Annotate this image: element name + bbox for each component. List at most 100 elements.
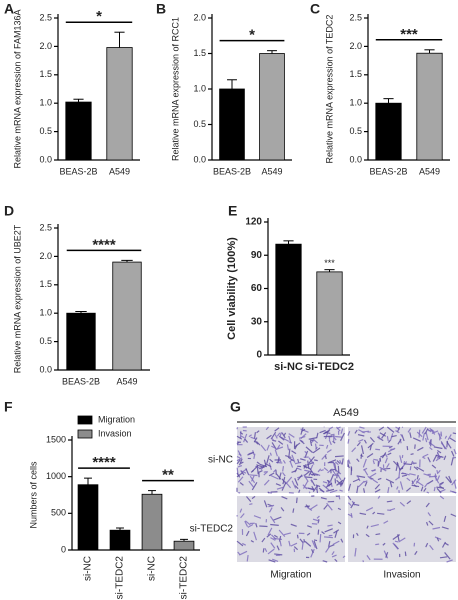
cell	[291, 454, 296, 463]
cell	[267, 527, 273, 536]
y-tick-label: 0.5	[349, 126, 362, 136]
cell	[332, 440, 336, 444]
cell	[322, 484, 330, 491]
cell	[270, 523, 279, 526]
cell	[356, 485, 359, 494]
cell	[328, 541, 331, 547]
cell	[409, 466, 412, 471]
cell	[270, 537, 276, 541]
y-tick-label: 0	[61, 544, 66, 554]
cell	[399, 455, 403, 463]
bar	[66, 312, 96, 371]
cell	[352, 478, 360, 483]
cell	[366, 555, 371, 561]
cell	[236, 459, 241, 465]
cell	[240, 461, 244, 464]
cell	[243, 433, 248, 443]
cell	[448, 475, 453, 483]
cell	[327, 524, 333, 527]
cell	[286, 444, 290, 451]
cell	[416, 474, 419, 480]
cell	[313, 539, 318, 542]
cell	[354, 547, 357, 557]
cell	[324, 432, 329, 440]
cell	[282, 476, 286, 485]
cell	[330, 473, 335, 482]
bar	[259, 53, 285, 161]
cell	[256, 461, 260, 465]
panel-label: D	[4, 203, 14, 219]
cell	[238, 550, 248, 556]
cell	[366, 453, 374, 458]
y-axis-label: Relative mRNA expression of UBE2T	[12, 224, 22, 373]
cell	[332, 540, 340, 546]
cell	[422, 456, 426, 460]
cell	[281, 432, 286, 439]
y-tick-label: 2.0	[39, 41, 52, 51]
cell	[347, 464, 350, 469]
cell	[302, 481, 309, 489]
panel-label: E	[228, 203, 237, 219]
cell	[247, 451, 255, 456]
cell	[449, 437, 456, 443]
cell	[337, 507, 342, 511]
cell	[275, 483, 281, 487]
cell	[295, 497, 298, 504]
cell	[288, 448, 291, 457]
cell	[424, 428, 429, 435]
cell	[379, 466, 387, 472]
cell	[304, 505, 310, 508]
cell	[279, 540, 282, 547]
cell	[436, 487, 442, 494]
cell	[273, 469, 277, 473]
cell	[316, 488, 319, 494]
cell	[242, 542, 247, 546]
cell	[278, 472, 282, 480]
cell	[320, 497, 327, 500]
cell	[300, 433, 307, 440]
cell	[443, 455, 447, 461]
cell	[291, 450, 297, 455]
cell	[269, 458, 274, 463]
cell	[340, 538, 344, 543]
cell	[312, 518, 320, 522]
y-tick-label: 1.0	[193, 83, 206, 93]
cell	[307, 525, 312, 528]
cell	[365, 533, 370, 538]
cell	[364, 481, 368, 487]
cell	[289, 460, 294, 468]
cell	[437, 432, 442, 440]
cell	[259, 525, 268, 528]
cell	[269, 515, 276, 524]
cell	[319, 533, 322, 543]
cell	[323, 467, 329, 472]
cell	[392, 542, 399, 550]
cell	[356, 475, 361, 482]
legend-label: Invasion	[98, 428, 132, 438]
cell	[385, 478, 395, 484]
bar	[375, 102, 402, 161]
cell	[388, 445, 393, 449]
cell	[261, 537, 266, 543]
cell	[264, 463, 272, 468]
cell	[425, 437, 428, 443]
cell	[278, 529, 286, 538]
cell	[372, 511, 376, 515]
panel-label: A	[4, 1, 14, 17]
cell	[282, 466, 285, 472]
cell	[331, 468, 337, 476]
cell	[347, 495, 352, 501]
cell	[270, 542, 276, 549]
cell	[336, 426, 341, 430]
cell	[283, 532, 291, 536]
cell	[359, 426, 365, 429]
cell	[329, 489, 338, 494]
cell	[444, 552, 451, 560]
x-tick-label: si-NC	[147, 556, 158, 581]
cell	[325, 444, 329, 449]
x-tick-label: si-NC	[274, 361, 303, 373]
cell	[423, 487, 427, 492]
cell	[238, 453, 242, 456]
bar	[219, 88, 245, 161]
cell	[425, 431, 429, 441]
